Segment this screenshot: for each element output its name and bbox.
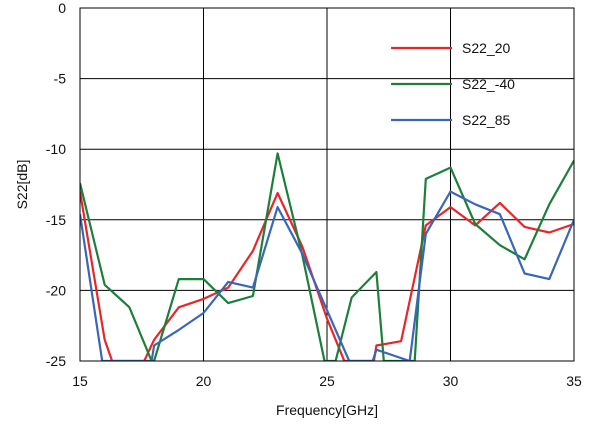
grid xyxy=(80,8,574,361)
x-axis-label: Frequency[GHz] xyxy=(276,402,378,418)
x-tick-label: 30 xyxy=(443,373,459,389)
y-tick-label: -20 xyxy=(46,282,66,298)
y-tick-label: -10 xyxy=(46,141,66,157)
plot-frame xyxy=(79,7,575,362)
y-tick-label: 0 xyxy=(58,0,66,16)
series-line-s22-20 xyxy=(80,191,574,361)
y-axis-label: S22[dB] xyxy=(14,160,30,210)
x-tick-label: 25 xyxy=(319,373,335,389)
y-tick-label: -15 xyxy=(46,212,66,228)
legend-label: S22_85 xyxy=(462,112,510,128)
x-tick-label: 35 xyxy=(566,373,582,389)
y-tick-label: -5 xyxy=(54,71,67,87)
x-tick-label: 15 xyxy=(72,373,88,389)
series-line-s22-85 xyxy=(80,190,574,361)
series-lines xyxy=(80,152,574,361)
legend: S22_20 S22_-40 S22_85 xyxy=(391,40,515,128)
x-tick-label: 20 xyxy=(196,373,212,389)
legend-label: S22_-40 xyxy=(462,76,515,92)
tick-labels: 0 -5 -10 -15 -20 -25 15 20 25 30 35 xyxy=(46,0,582,389)
y-tick-label: -25 xyxy=(46,353,66,369)
series-line-s22-40 xyxy=(80,152,574,361)
legend-label: S22_20 xyxy=(462,40,510,56)
